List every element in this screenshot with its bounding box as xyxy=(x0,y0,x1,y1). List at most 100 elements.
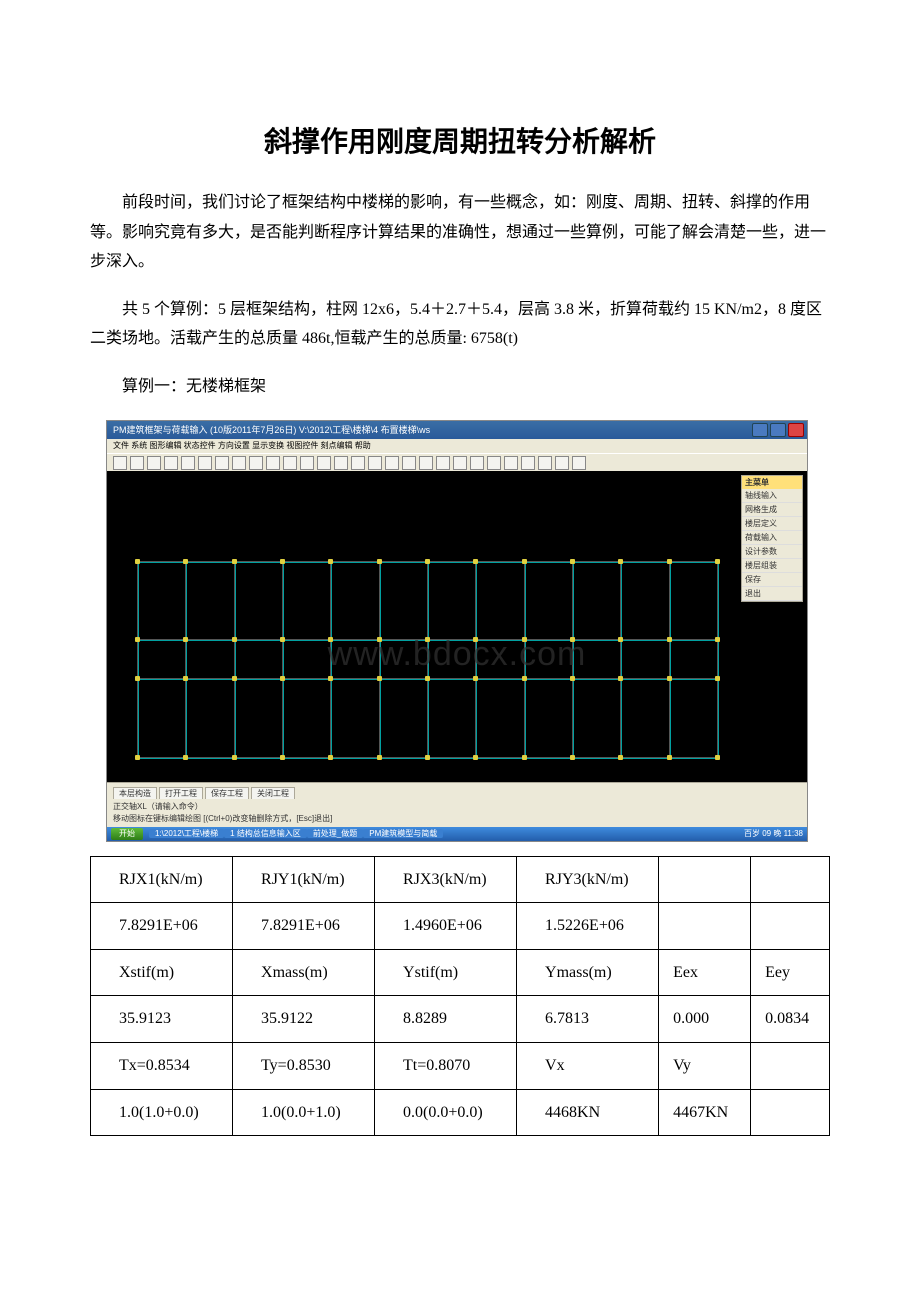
page-title: 斜撑作用刚度周期扭转分析解析 xyxy=(90,120,830,160)
toolbar-button[interactable] xyxy=(334,456,348,470)
table-cell: Eex xyxy=(659,949,751,996)
command-bar: 本层构造打开工程保存工程关闭工程 正交轴XL（请输入命令） 移动图标在键标编辑绘… xyxy=(107,782,807,827)
toolbar-button[interactable] xyxy=(419,456,433,470)
start-button[interactable]: 开始 xyxy=(111,828,143,840)
toolbar-button[interactable] xyxy=(521,456,535,470)
table-cell: 8.8289 xyxy=(375,996,517,1043)
table-cell: Ymass(m) xyxy=(517,949,659,996)
side-panel-item[interactable]: 荷载输入 xyxy=(742,531,802,545)
cmd-tab[interactable]: 本层构造 xyxy=(113,787,157,799)
table-cell xyxy=(751,856,830,903)
paragraph-1: 前段时间，我们讨论了框架结构中楼梯的影响，有一些概念，如：刚度、周期、扭转、斜撑… xyxy=(90,188,830,277)
maximize-icon[interactable] xyxy=(770,423,786,437)
table-row: Tx=0.8534Ty=0.8530Tt=0.8070VxVy xyxy=(91,1042,830,1089)
cmd-tab[interactable]: 打开工程 xyxy=(159,787,203,799)
toolbar-button[interactable] xyxy=(232,456,246,470)
side-panel-item[interactable]: 退出 xyxy=(742,587,802,601)
toolbar-button[interactable] xyxy=(215,456,229,470)
table-cell: Vy xyxy=(659,1042,751,1089)
table-cell: Ystif(m) xyxy=(375,949,517,996)
minimize-icon[interactable] xyxy=(752,423,768,437)
cmd-text-1: 正交轴XL（请输入命令） xyxy=(113,802,801,812)
cmd-tab[interactable]: 保存工程 xyxy=(205,787,249,799)
toolbar-button[interactable] xyxy=(198,456,212,470)
side-panel-item[interactable]: 网格生成 xyxy=(742,503,802,517)
toolbar-button[interactable] xyxy=(249,456,263,470)
cmd-tab[interactable]: 关闭工程 xyxy=(251,787,295,799)
table-cell: 7.8291E+06 xyxy=(91,903,233,950)
toolbar-button[interactable] xyxy=(266,456,280,470)
toolbar-button[interactable] xyxy=(351,456,365,470)
paragraph-3: 算例一：无楼梯框架 xyxy=(90,372,830,402)
table-cell: 0.000 xyxy=(659,996,751,1043)
table-cell: Eey xyxy=(751,949,830,996)
results-table: RJX1(kN/m)RJY1(kN/m)RJX3(kN/m)RJY3(kN/m)… xyxy=(90,856,830,1137)
table-cell xyxy=(751,1042,830,1089)
toolbar-button[interactable] xyxy=(317,456,331,470)
window-titlebar: PM建筑框架与荷载输入 (10版2011年7月26日) V:\2012\工程\楼… xyxy=(107,421,807,439)
toolbar-button[interactable] xyxy=(385,456,399,470)
table-cell: 1.4960E+06 xyxy=(375,903,517,950)
table-cell: 0.0(0.0+0.0) xyxy=(375,1089,517,1136)
table-cell: Xstif(m) xyxy=(91,949,233,996)
taskbar-task[interactable]: 1 结构总信息输入区 xyxy=(224,829,307,838)
toolbar-button[interactable] xyxy=(181,456,195,470)
toolbar-button[interactable] xyxy=(164,456,178,470)
toolbar-button[interactable] xyxy=(436,456,450,470)
table-cell: 35.9123 xyxy=(91,996,233,1043)
side-panel-header: 主菜单 xyxy=(742,476,802,489)
side-panel-item[interactable]: 设计参数 xyxy=(742,545,802,559)
table-cell: Vx xyxy=(517,1042,659,1089)
toolbar-button[interactable] xyxy=(470,456,484,470)
table-cell: 7.8291E+06 xyxy=(233,903,375,950)
watermark: www.bdocx.com xyxy=(107,635,807,674)
system-tray: 百岁 09 晚 11:38 xyxy=(744,828,803,839)
toolbar-button[interactable] xyxy=(504,456,518,470)
table-cell xyxy=(751,1089,830,1136)
table-cell xyxy=(659,903,751,950)
menubar[interactable]: 文件 系统 图形编辑 状态控件 方向设置 显示变换 视图控件 刻点编辑 帮助 xyxy=(107,439,807,453)
table-cell: RJX1(kN/m) xyxy=(91,856,233,903)
table-cell: 0.0834 xyxy=(751,996,830,1043)
toolbar-button[interactable] xyxy=(487,456,501,470)
toolbar-button[interactable] xyxy=(368,456,382,470)
table-cell: RJY3(kN/m) xyxy=(517,856,659,903)
table-cell: Tx=0.8534 xyxy=(91,1042,233,1089)
toolbar-button[interactable] xyxy=(453,456,467,470)
table-cell: RJX3(kN/m) xyxy=(375,856,517,903)
table-cell: 1.0(1.0+0.0) xyxy=(91,1089,233,1136)
cmd-tabs[interactable]: 本层构造打开工程保存工程关闭工程 xyxy=(113,787,801,799)
taskbar[interactable]: 开始 1:\2012\工程\楼梯1 结构总信息输入区前处理_做题PM建筑模型与简… xyxy=(107,827,807,841)
table-row: 1.0(1.0+0.0)1.0(0.0+1.0)0.0(0.0+0.0)4468… xyxy=(91,1089,830,1136)
table-cell: 1.5226E+06 xyxy=(517,903,659,950)
toolbar-button[interactable] xyxy=(402,456,416,470)
taskbar-task[interactable]: 前处理_做题 xyxy=(307,829,363,838)
taskbar-task[interactable]: 1:\2012\工程\楼梯 xyxy=(149,829,224,838)
side-panel-item[interactable]: 轴线输入 xyxy=(742,489,802,503)
side-panel-item[interactable]: 保存 xyxy=(742,573,802,587)
table-cell: 1.0(0.0+1.0) xyxy=(233,1089,375,1136)
toolbar-button[interactable] xyxy=(130,456,144,470)
table-cell: Ty=0.8530 xyxy=(233,1042,375,1089)
cmd-text-2: 移动图标在键标编辑绘图 [(Ctrl+0)改变轴删除方式，[Esc]退出] xyxy=(113,814,801,824)
toolbar-button[interactable] xyxy=(283,456,297,470)
table-row: 7.8291E+067.8291E+061.4960E+061.5226E+06 xyxy=(91,903,830,950)
toolbar-button[interactable] xyxy=(300,456,314,470)
side-panel-item[interactable]: 楼层定义 xyxy=(742,517,802,531)
table-cell: Tt=0.8070 xyxy=(375,1042,517,1089)
taskbar-task[interactable]: PM建筑模型与简载 xyxy=(363,829,443,838)
window-buttons[interactable] xyxy=(752,423,804,437)
toolbar-button[interactable] xyxy=(147,456,161,470)
table-row: RJX1(kN/m)RJY1(kN/m)RJX3(kN/m)RJY3(kN/m) xyxy=(91,856,830,903)
table-cell xyxy=(659,856,751,903)
toolbar-button[interactable] xyxy=(572,456,586,470)
close-icon[interactable] xyxy=(788,423,804,437)
toolbar-button[interactable] xyxy=(113,456,127,470)
side-panel-item[interactable]: 楼层组装 xyxy=(742,559,802,573)
drawing-canvas[interactable]: 主菜单 轴线输入网格生成楼层定义荷载输入设计参数楼层组装保存退出 www.bdo… xyxy=(107,471,807,787)
toolbar-button[interactable] xyxy=(538,456,552,470)
table-cell: RJY1(kN/m) xyxy=(233,856,375,903)
toolbar[interactable] xyxy=(107,453,807,473)
app-screenshot: PM建筑框架与荷载输入 (10版2011年7月26日) V:\2012\工程\楼… xyxy=(106,420,808,842)
toolbar-button[interactable] xyxy=(555,456,569,470)
